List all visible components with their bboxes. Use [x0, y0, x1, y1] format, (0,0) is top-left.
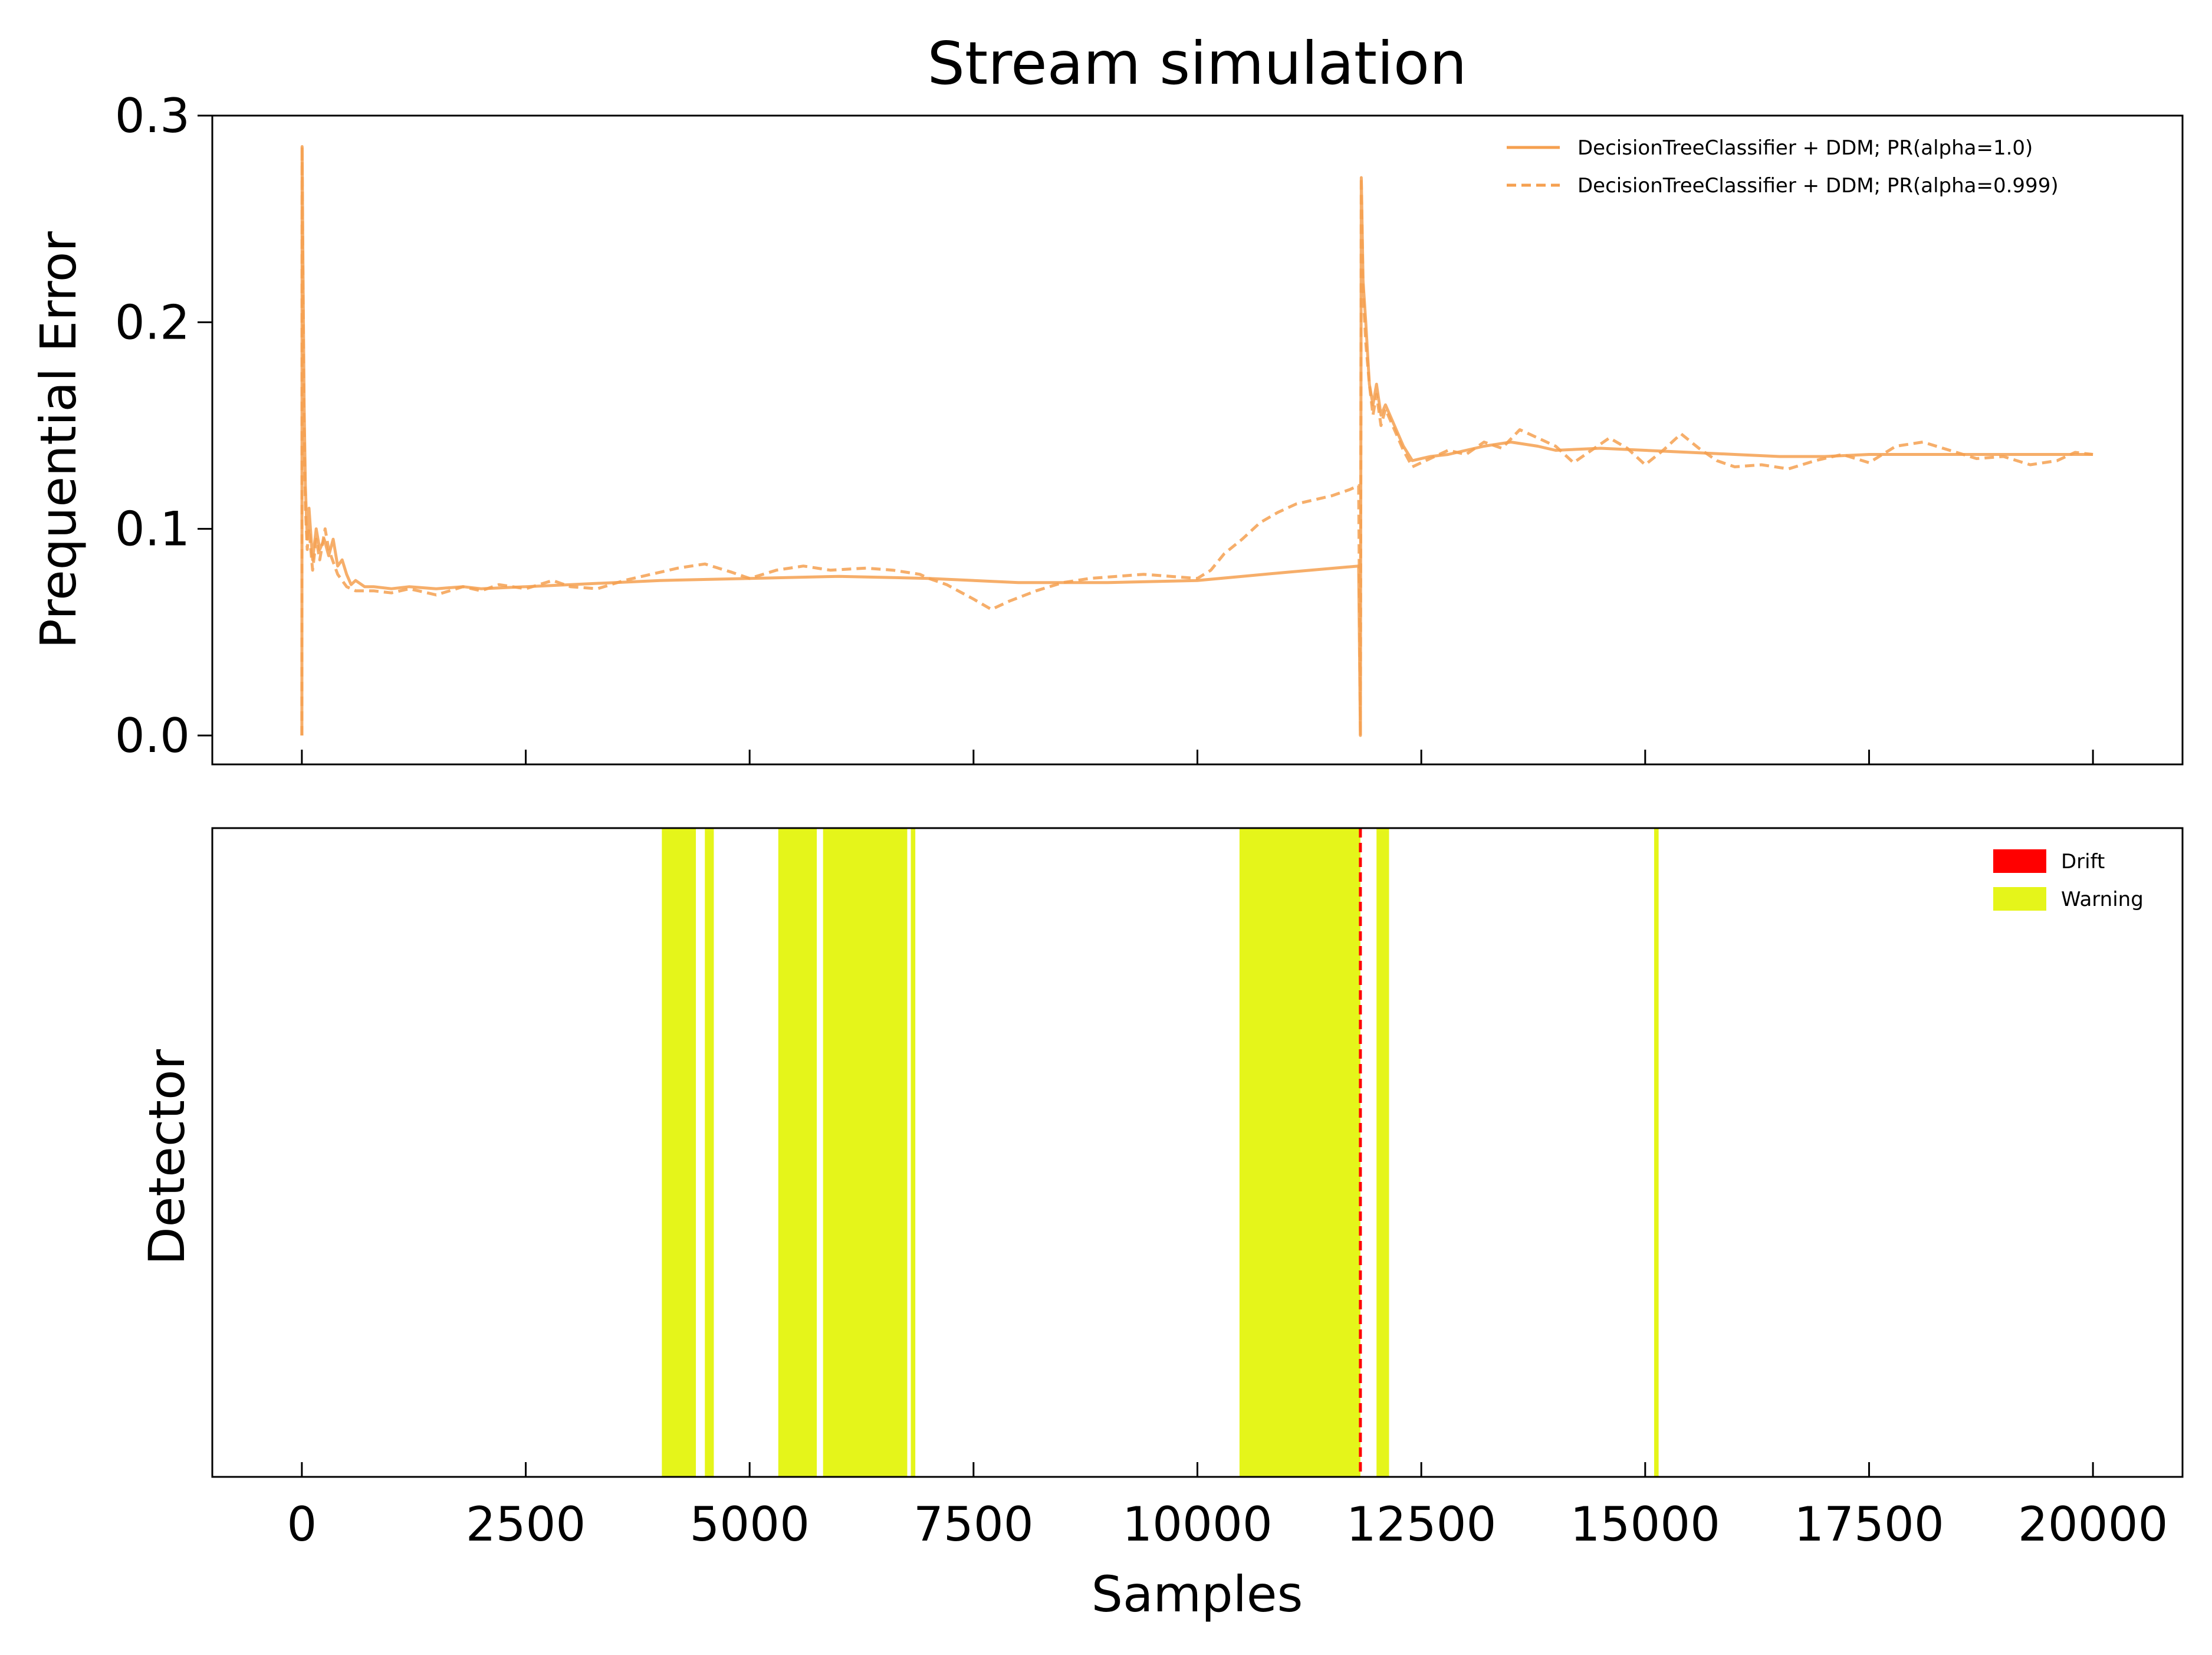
warning-span — [911, 828, 916, 1477]
warning-span — [662, 828, 696, 1477]
error-series-line-1 — [300, 145, 2093, 737]
error-legend-label-2: DecisionTreeClassifier + DDM; PR(alpha=0… — [1577, 174, 2059, 198]
x-tick-label: 7500 — [913, 1497, 1034, 1552]
error-y-tick-label: 0.3 — [115, 88, 190, 143]
error-x-ticks — [301, 750, 2094, 764]
detector-legend: Drift Warning — [1993, 849, 2144, 911]
x-axis-label: Samples — [1092, 1565, 1303, 1623]
warning-span — [1376, 828, 1389, 1477]
detector-x-ticks: 0 2500 5000 7500 10000 12500 15000 17500 20000 — [287, 1462, 2168, 1552]
detector-panel: 0 2500 5000 7500 10000 12500 15000 17500 20000 D… — [138, 827, 2184, 1552]
x-tick-label: 17500 — [1794, 1497, 1944, 1552]
error-series-line-2 — [300, 145, 2093, 737]
warning-span — [705, 828, 714, 1477]
detector-marks-group — [662, 828, 1659, 1477]
error-y-tick-label: 0.0 — [115, 708, 190, 763]
warning-legend-label: Warning — [2061, 888, 2144, 911]
x-tick-label: 0 — [287, 1497, 317, 1552]
x-tick-label: 2500 — [466, 1497, 586, 1552]
warning-legend-swatch — [1993, 887, 2046, 911]
x-tick-label: 20000 — [2018, 1497, 2168, 1552]
x-tick-label: 10000 — [1122, 1497, 1273, 1552]
warning-span — [823, 828, 908, 1477]
error-y-axis-label: Prequential Error — [29, 231, 87, 649]
x-tick-label: 5000 — [689, 1497, 810, 1552]
warning-span — [1239, 828, 1360, 1477]
error-y-ticks: 0.0 0.1 0.2 0.3 — [115, 88, 212, 763]
warning-span — [778, 828, 817, 1477]
error-series-group — [300, 145, 2093, 737]
error-y-tick-label: 0.1 — [115, 502, 190, 557]
error-legend: DecisionTreeClassifier + DDM; PR(alpha=1… — [1507, 136, 2059, 198]
error-panel: 0.0 0.1 0.2 0.3 Prequential Error DecisionT… — [29, 88, 2184, 766]
error-legend-label-1: DecisionTreeClassifier + DDM; PR(alpha=1… — [1577, 136, 2033, 160]
warning-span — [1654, 828, 1659, 1477]
drift-legend-swatch — [1993, 849, 2046, 873]
drift-legend-label: Drift — [2061, 850, 2105, 874]
detector-y-axis-label: Detector — [138, 1049, 196, 1265]
chart-title: Stream simulation — [928, 29, 1467, 98]
x-tick-label: 12500 — [1346, 1497, 1497, 1552]
x-tick-label: 15000 — [1570, 1497, 1721, 1552]
error-y-tick-label: 0.2 — [115, 295, 190, 350]
